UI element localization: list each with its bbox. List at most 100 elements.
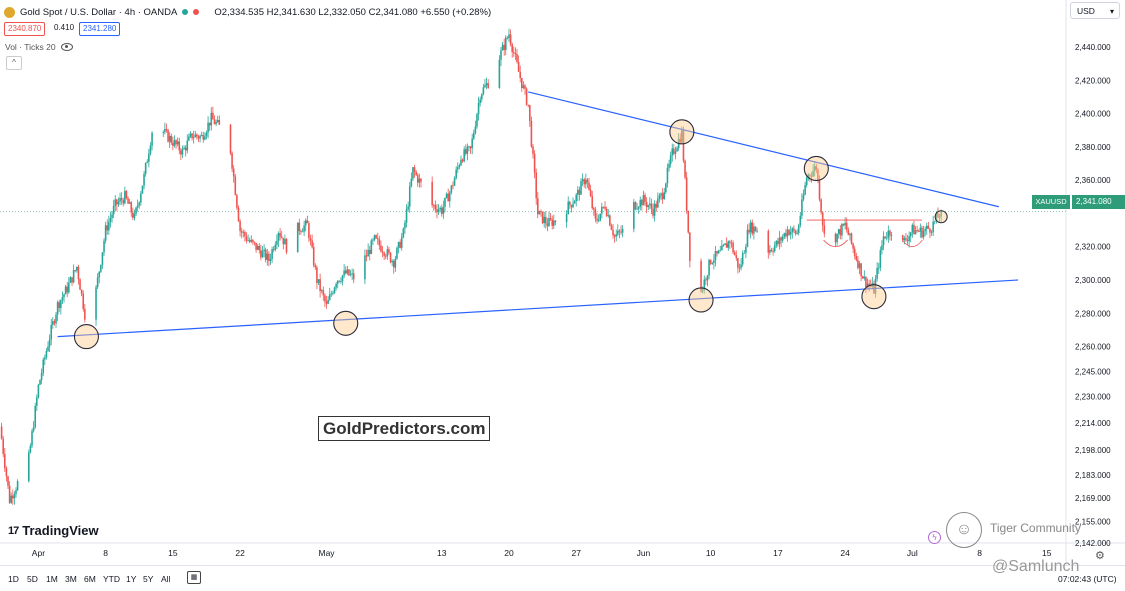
candle-body [332, 292, 334, 294]
candle-body [402, 228, 405, 238]
calendar-icon[interactable]: ▦ [187, 571, 201, 584]
candle-body [456, 166, 459, 170]
candle-body [785, 233, 787, 237]
candle-body [861, 276, 864, 279]
candle-body [524, 85, 526, 89]
candle-body [80, 289, 83, 294]
candle-body [615, 234, 618, 237]
candle-body [887, 230, 890, 238]
volume-indicator[interactable]: Vol · Ticks 20 [5, 42, 73, 52]
buy-price-button[interactable]: 2341.280 [79, 22, 121, 36]
currency-selector[interactable]: USD [1070, 2, 1120, 20]
candle-body [194, 134, 197, 138]
chart-title[interactable]: Gold Spot / U.S. Dollar · 4h · OANDA [20, 6, 178, 18]
candle-body [232, 168, 235, 177]
candle-body [789, 232, 792, 235]
candle-body [642, 195, 645, 206]
candle-body [77, 266, 80, 280]
candle-body [687, 210, 690, 233]
candle-body [567, 201, 570, 215]
candle-body [263, 249, 265, 252]
candle-body [719, 250, 722, 252]
candle-body [12, 495, 14, 499]
candle-body [847, 229, 850, 236]
candle-body [71, 277, 73, 283]
candle-body [136, 205, 139, 208]
range-3m[interactable]: 3M [65, 574, 77, 584]
range-5d[interactable]: 5D [27, 574, 38, 584]
candle-body [268, 253, 270, 262]
utc-clock[interactable]: 07:02:43 (UTC) [1058, 574, 1117, 584]
candle-body [285, 239, 288, 253]
resistance-trendline [528, 91, 999, 208]
candle-body [210, 112, 213, 126]
candle-body [634, 202, 637, 210]
candle-body [138, 202, 141, 206]
range-1m[interactable]: 1M [46, 574, 58, 584]
candle-body [322, 290, 325, 296]
candle-body [383, 252, 385, 256]
candle-body [809, 174, 811, 177]
range-ytd[interactable]: YTD [103, 574, 120, 584]
touch-point-circle [803, 155, 829, 182]
candle-body [368, 249, 371, 254]
candle-body [716, 251, 718, 254]
candle-body [879, 250, 882, 268]
range-5y[interactable]: 5Y [143, 574, 154, 584]
candle-body [863, 276, 866, 279]
candle-body [330, 293, 333, 295]
candle-body [613, 235, 616, 237]
candle-body [714, 251, 717, 261]
candle-body [84, 308, 86, 320]
candle-body [749, 222, 752, 233]
candle-body [82, 293, 85, 309]
candle-body [520, 77, 523, 88]
candle-body [866, 283, 869, 287]
x-tick-label: 15 [168, 548, 178, 558]
candle-body [586, 179, 589, 183]
tiger-logo-icon: ☺ [946, 512, 982, 548]
candle-body [708, 259, 710, 276]
candle-body [519, 71, 521, 78]
range-all[interactable]: All [161, 574, 171, 584]
ohlc-values: O2,334.535 H2,341.630 L2,332.050 C2,341.… [214, 6, 492, 18]
right-shoulder-arc [902, 239, 923, 248]
chevron-up-icon[interactable]: ^ [6, 56, 22, 70]
candle-body [701, 289, 704, 292]
candle-body [621, 228, 624, 233]
bolt-icon[interactable]: ϟ [928, 531, 941, 544]
range-6m[interactable]: 6M [84, 574, 96, 584]
candle-body [196, 134, 198, 137]
candle-body [336, 280, 339, 284]
candle-body [191, 133, 193, 139]
candle-body [548, 217, 550, 227]
y-tick-label: 2,198.000 [1075, 446, 1111, 455]
candle-body [855, 255, 858, 261]
candle-body [34, 405, 37, 428]
candle-body [352, 273, 355, 280]
touch-point-circle [688, 287, 714, 313]
candle-body [74, 270, 77, 271]
x-tick-label: Jun [637, 548, 651, 558]
candle-body [881, 245, 883, 251]
tradingview-logo[interactable]: 17 TradingView [8, 523, 99, 538]
gear-icon[interactable]: ⚙ [1095, 550, 1105, 562]
candle-body [877, 267, 880, 269]
candle-body [212, 112, 214, 120]
sell-price-button[interactable]: 2340.870 [4, 22, 46, 36]
candle-body [149, 145, 152, 154]
candle-body [605, 208, 608, 216]
candle-body [882, 236, 885, 246]
range-1y[interactable]: 1Y [126, 574, 137, 584]
eye-icon[interactable] [60, 43, 73, 51]
candle-body [743, 252, 746, 254]
candle-body [32, 427, 35, 432]
candle-body [530, 120, 533, 147]
candle-body [58, 302, 61, 308]
candle-body [788, 229, 790, 235]
candle-body [380, 245, 382, 252]
candle-body [732, 242, 734, 253]
range-1d[interactable]: 1D [8, 574, 19, 584]
candle-body [250, 239, 253, 242]
